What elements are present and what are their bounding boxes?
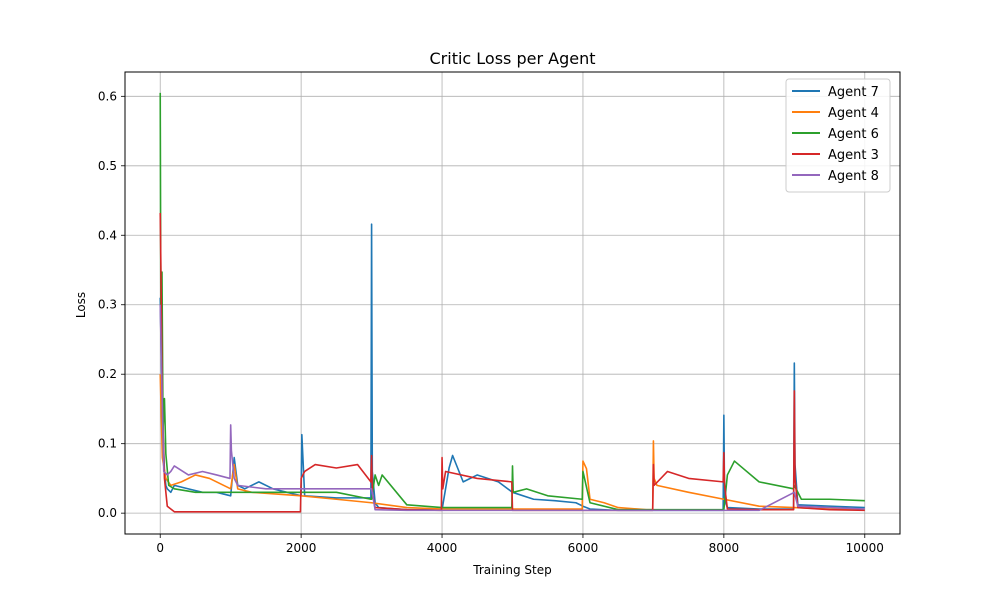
x-axis-title: Training Step [472,563,552,577]
chart-title: Critic Loss per Agent [430,49,596,68]
y-tick-label: 0.4 [98,228,117,242]
legend-label: Agent 8 [828,169,879,184]
x-tick-label: 2000 [286,541,317,555]
series-line-agent-8 [159,304,865,512]
series-line-agent-6 [159,92,865,511]
series-line-agent-3 [159,213,865,513]
y-tick-label: 0.2 [98,367,117,381]
x-tick-label: 8000 [709,541,740,555]
grid-layer [125,72,900,534]
series-line-agent-4 [159,374,865,511]
y-tick-label: 0.1 [98,437,117,451]
x-tick-label: 10000 [846,541,884,555]
legend-box [785,78,891,193]
x-tick-label: 6000 [568,541,599,555]
tick-layer: 0 2000 4000 6000 8000 10000 0.0 0.1 0.2 0.3 0.4 0.5… [98,89,884,555]
y-axis-title: Loss [74,292,88,318]
y-tick-label: 0.3 [98,298,117,312]
legend-label: Agent 7 [828,85,879,100]
x-tick-label: 0 [156,541,164,555]
x-tick-label: 4000 [427,541,458,555]
y-tick-label: 0.6 [98,89,117,103]
y-tick-label: 0.5 [98,159,117,173]
series-layer [159,92,865,513]
y-tick-label: 0.0 [98,506,117,520]
legend-label: Agent 3 [828,148,879,163]
legend-label: Agent 4 [828,106,879,121]
plot-frame [124,71,901,535]
legend-label: Agent 6 [828,127,879,142]
legend: Agent 7 Agent 4 Agent 6 Agent 3 Agent 8 [785,78,891,193]
